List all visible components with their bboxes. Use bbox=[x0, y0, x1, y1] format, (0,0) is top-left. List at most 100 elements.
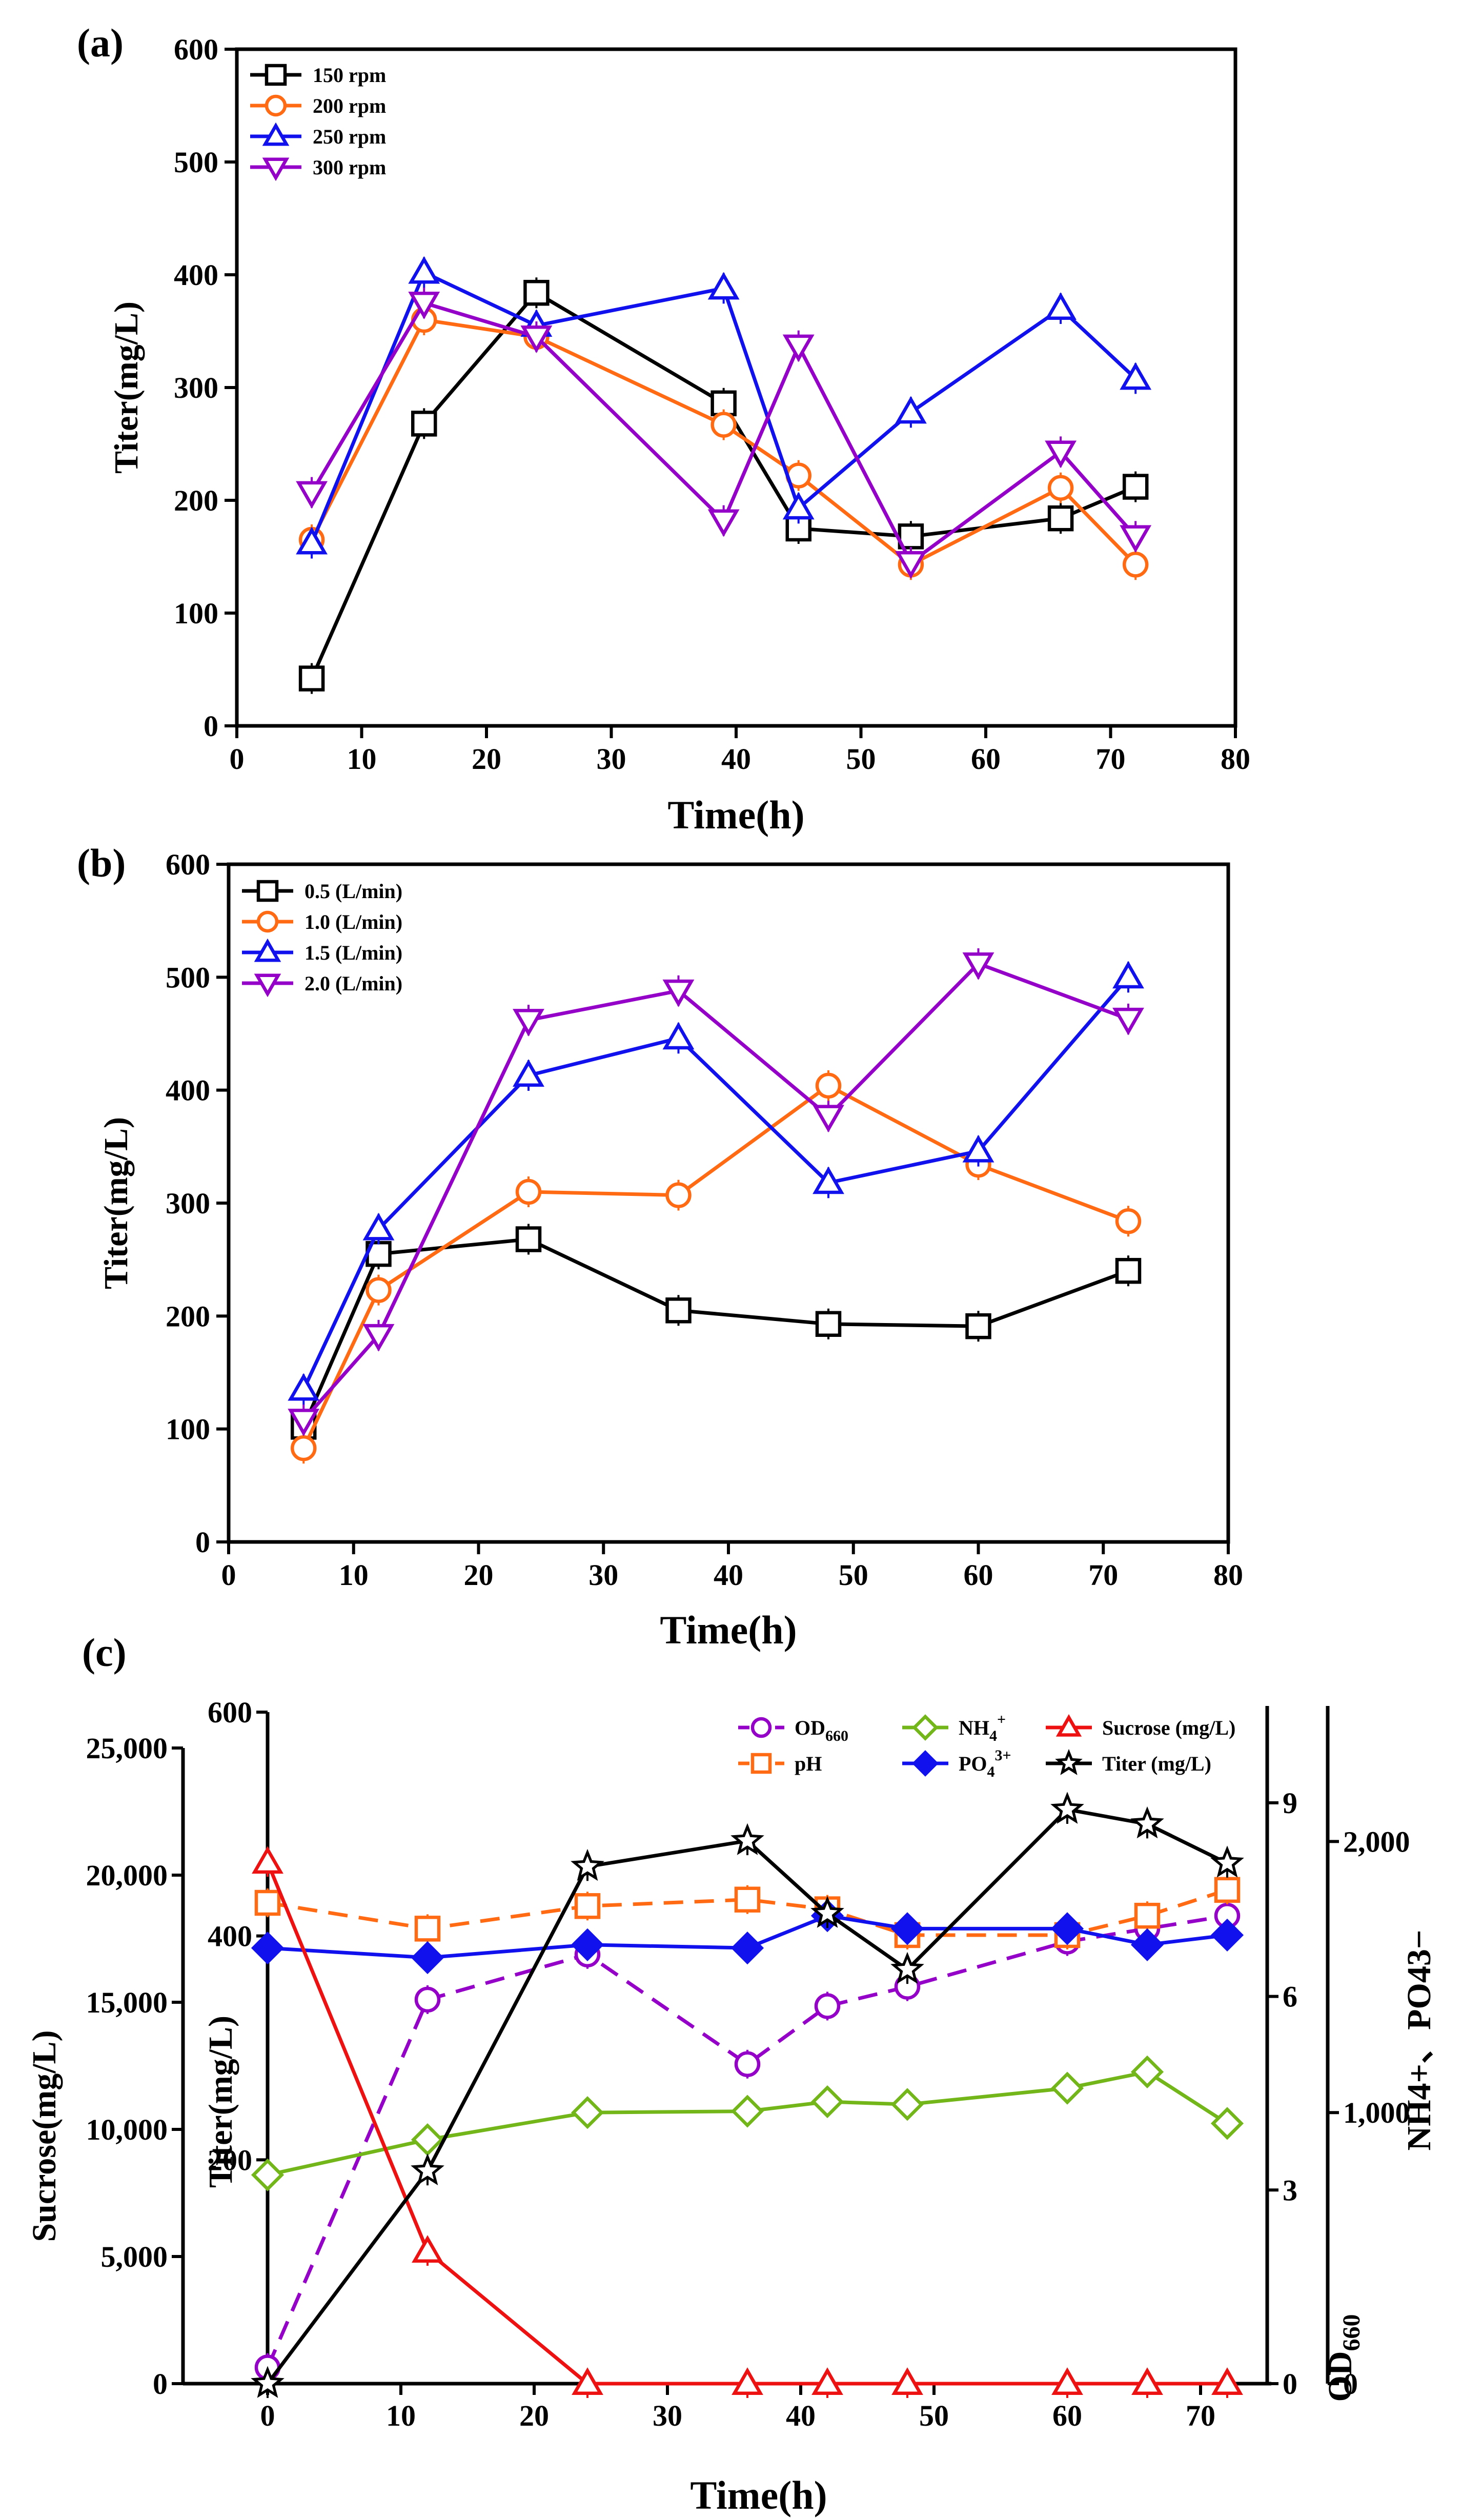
data-point bbox=[1050, 1792, 1084, 1824]
series-line-150 rpm bbox=[310, 291, 1136, 680]
data-point bbox=[513, 1059, 544, 1087]
data-point bbox=[252, 1846, 283, 1874]
data-point bbox=[1050, 2071, 1084, 2105]
x-tick-label: 80 bbox=[1221, 742, 1250, 776]
y-tick-label: 500 bbox=[166, 961, 210, 994]
legend-label-sub: 4 bbox=[989, 1728, 997, 1744]
data-point bbox=[571, 2096, 604, 2129]
sucrose-tick-label: 0 bbox=[153, 2367, 168, 2401]
panel-c-titer-axis-title: Titer(mg/L) bbox=[202, 2016, 239, 2188]
legend-marker bbox=[265, 94, 287, 117]
panel-a-axes: 0 10 20 30 40 50 60 70 80 0 100 200 300 400 500 600 bbox=[174, 33, 1250, 776]
y-tick-label: 100 bbox=[166, 1413, 210, 1446]
data-point bbox=[251, 1932, 285, 1965]
od-tick-label: 3 bbox=[1283, 2173, 1297, 2207]
x-tick-label: 40 bbox=[786, 2399, 816, 2432]
x-tick-label: 10 bbox=[339, 1558, 369, 1592]
data-point bbox=[707, 509, 740, 537]
data-point bbox=[251, 2158, 285, 2191]
series-line-250 rpm bbox=[310, 271, 1137, 544]
data-point bbox=[515, 1226, 542, 1252]
legend-marker bbox=[254, 973, 281, 998]
panel-b-y-axis-title: Titer(mg/L) bbox=[97, 1117, 135, 1289]
data-point bbox=[962, 1134, 994, 1163]
legend-label: 1.0 (L/min) bbox=[304, 910, 402, 933]
legend-marker bbox=[256, 880, 279, 902]
data-point bbox=[408, 292, 440, 319]
panel-c-od-axis-title: OD660 bbox=[1322, 2314, 1365, 2402]
data-point bbox=[296, 481, 328, 509]
data-point bbox=[288, 1409, 320, 1436]
data-point bbox=[1210, 2107, 1244, 2140]
sucrose-tick-label: 20,000 bbox=[86, 1859, 168, 1892]
panel-b-axes: 0 10 20 30 40 50 60 70 80 0 100 200 300 400 500 600 bbox=[166, 848, 1243, 1592]
legend-label: 200 rpm bbox=[313, 94, 386, 117]
legend-label: Sucrose (mg/L) bbox=[1102, 1716, 1235, 1739]
data-point bbox=[730, 2095, 764, 2128]
panel-b-series bbox=[288, 948, 1144, 1464]
x-tick-label: 40 bbox=[721, 742, 751, 776]
panel-b-label: (b) bbox=[77, 841, 126, 885]
series-line-300 rpm bbox=[310, 301, 1137, 564]
data-point bbox=[811, 2367, 843, 2395]
x-tick-label: 0 bbox=[260, 2399, 275, 2432]
data-point bbox=[962, 952, 994, 980]
panel-c-series bbox=[251, 1792, 1244, 2398]
data-point bbox=[1047, 505, 1074, 532]
data-point bbox=[1115, 1257, 1142, 1284]
x-tick-label: 70 bbox=[1088, 1558, 1118, 1592]
legend-label: 2.0 (L/min) bbox=[304, 972, 402, 995]
sucrose-tick-label: 15,000 bbox=[86, 1986, 168, 2019]
data-point bbox=[813, 1166, 844, 1194]
data-point bbox=[1115, 1208, 1142, 1234]
data-point bbox=[1045, 292, 1077, 320]
legend-marker bbox=[750, 1717, 772, 1738]
ion-tick-label: 2,000 bbox=[1343, 1825, 1410, 1858]
sucrose-tick-label: 10,000 bbox=[86, 2113, 168, 2146]
data-point bbox=[1214, 1877, 1241, 1903]
data-point bbox=[1210, 1845, 1244, 1878]
panel-a-legend: 150 rpm 200 rpm 250 rpm 300 rpm bbox=[250, 64, 386, 181]
legend-marker bbox=[262, 122, 290, 146]
data-point bbox=[730, 1932, 764, 1965]
legend-label: NH4+ bbox=[959, 1711, 1006, 1744]
x-tick-label: 20 bbox=[464, 1558, 494, 1592]
y-tick-label: 300 bbox=[174, 371, 218, 404]
data-point bbox=[734, 1886, 761, 1913]
data-point bbox=[662, 1022, 695, 1050]
data-point bbox=[366, 1277, 392, 1303]
data-point bbox=[1051, 2367, 1083, 2395]
x-tick-label: 30 bbox=[653, 2399, 682, 2432]
panel-c-ion-axis-title: NH4+、PO43− bbox=[1400, 1930, 1438, 2151]
y-tick-label: 600 bbox=[166, 848, 210, 881]
legend-label: pH bbox=[795, 1752, 822, 1775]
x-tick-label: 60 bbox=[964, 1558, 993, 1592]
data-point bbox=[523, 279, 550, 306]
data-point bbox=[412, 2235, 443, 2263]
legend-marker bbox=[1055, 1714, 1082, 1737]
legend-marker bbox=[265, 64, 287, 86]
data-point bbox=[296, 526, 328, 555]
legend-label: 0.5 (L/min) bbox=[304, 880, 402, 903]
x-tick-label: 80 bbox=[1213, 1558, 1243, 1592]
data-point bbox=[1122, 474, 1149, 500]
data-point bbox=[895, 396, 927, 424]
data-point bbox=[710, 412, 737, 438]
y-tick-label: 300 bbox=[166, 1187, 210, 1220]
data-point bbox=[1211, 2367, 1243, 2395]
data-point bbox=[408, 256, 440, 284]
panel-b-x-axis-title: Time(h) bbox=[660, 1608, 797, 1652]
legend-label: 300 rpm bbox=[313, 156, 386, 179]
panel-c-x-axis-title: Time(h) bbox=[690, 2473, 827, 2517]
data-point bbox=[895, 551, 927, 579]
x-tick-label: 60 bbox=[971, 742, 1001, 776]
data-point bbox=[815, 1311, 842, 1337]
data-point bbox=[288, 1373, 320, 1401]
ion-tick-label: 1,000 bbox=[1343, 2096, 1410, 2129]
data-point bbox=[662, 979, 695, 1007]
y-tick-label: 0 bbox=[204, 709, 218, 743]
panel-c-label: (c) bbox=[82, 1630, 127, 1675]
data-point bbox=[515, 1178, 542, 1205]
legend-label-sup: + bbox=[997, 1711, 1006, 1728]
